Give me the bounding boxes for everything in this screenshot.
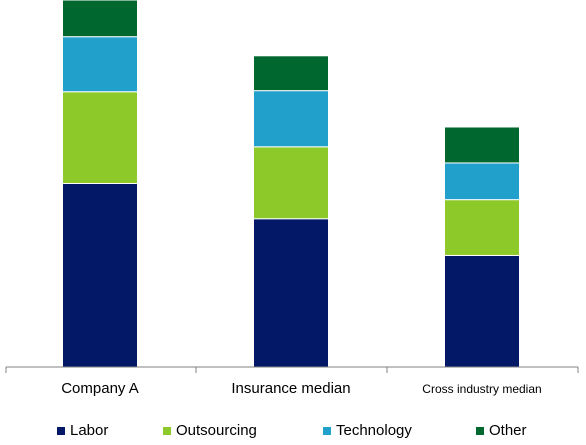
legend-label: Labor bbox=[70, 422, 109, 439]
legend-item-other: Other bbox=[476, 422, 527, 439]
legend-item-labor: Labor bbox=[57, 422, 108, 439]
bar-segment-technology-2 bbox=[253, 90, 329, 148]
category-label: Insurance median bbox=[231, 380, 351, 397]
legend-swatch bbox=[323, 426, 331, 435]
legend-label: Technology bbox=[336, 422, 412, 439]
bar-segment-technology-1 bbox=[62, 36, 138, 93]
bars-group bbox=[62, 0, 520, 368]
bar-segment-outsourcing-1 bbox=[62, 91, 138, 184]
bar-segment-labor-2 bbox=[253, 218, 329, 368]
legend-swatch bbox=[476, 426, 484, 435]
bar-segment-other-1 bbox=[62, 0, 138, 38]
bar-segment-outsourcing-2 bbox=[253, 146, 329, 220]
x-axis bbox=[5, 366, 579, 373]
legend: Labor Outsourcing Technology Other bbox=[0, 422, 586, 442]
legend-item-technology: Technology bbox=[323, 422, 412, 439]
bar-segment-other-3 bbox=[444, 126, 520, 164]
bar-segment-labor-3 bbox=[444, 254, 520, 368]
legend-label: Other bbox=[489, 422, 527, 439]
bar-segment-other-2 bbox=[253, 55, 329, 92]
legend-swatch bbox=[163, 426, 171, 435]
legend-item-outsourcing: Outsourcing bbox=[163, 422, 257, 439]
legend-swatch bbox=[57, 426, 65, 435]
bar-segment-labor-1 bbox=[62, 183, 138, 368]
category-label: Cross industry median bbox=[422, 382, 542, 396]
bar-segment-outsourcing-3 bbox=[444, 199, 520, 256]
category-label: Company A bbox=[61, 380, 139, 397]
bar-segment-technology-3 bbox=[444, 162, 520, 201]
legend-label: Outsourcing bbox=[176, 422, 257, 439]
